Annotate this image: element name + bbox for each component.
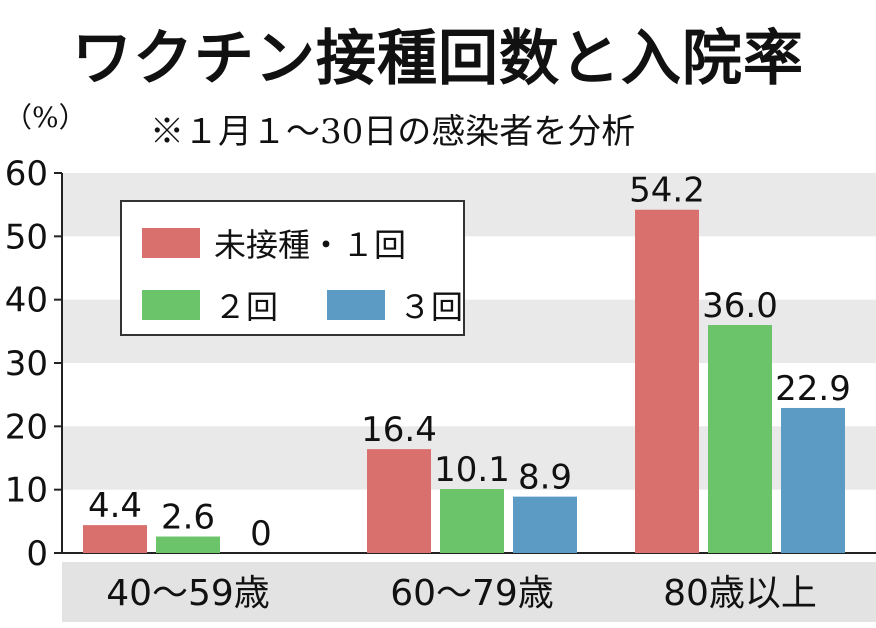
y-tick-label: 60 bbox=[5, 154, 48, 194]
data-label-1-0: 16.4 bbox=[361, 410, 437, 450]
y-axis-unit-label: （%） bbox=[4, 101, 87, 134]
data-label-2-2: 22.9 bbox=[775, 369, 851, 409]
legend-swatch-three-doses bbox=[327, 290, 385, 320]
chart-legend: 未接種・１回 ２回 ３回 bbox=[120, 200, 465, 336]
bar-1-2 bbox=[513, 496, 577, 553]
y-tick-label: 10 bbox=[5, 471, 48, 511]
legend-label-three-doses: ３回 bbox=[399, 288, 464, 326]
data-label-2-0: 54.2 bbox=[629, 171, 705, 211]
y-tick-label: 50 bbox=[5, 217, 48, 257]
bar-1-1 bbox=[440, 489, 504, 553]
data-label-2-1: 36.0 bbox=[702, 286, 778, 326]
legend-label-unvaccinated: 未接種・１回 bbox=[214, 226, 407, 264]
data-label-0-0: 4.4 bbox=[88, 486, 142, 526]
chart-title: ワクチン接種回数と入院率 bbox=[72, 24, 804, 94]
data-label-1-2: 8.9 bbox=[518, 458, 572, 498]
y-tick-label: 30 bbox=[5, 344, 48, 384]
legend-label-two-doses: ２回 bbox=[214, 288, 279, 326]
chart-subtitle: ※１月１～30日の感染者を分析 bbox=[150, 112, 636, 152]
y-tick-label: 0 bbox=[26, 534, 48, 574]
data-label-0-1: 2.6 bbox=[161, 498, 215, 538]
y-tick-label: 20 bbox=[5, 407, 48, 447]
legend-swatch-two-doses bbox=[142, 290, 200, 320]
category-label-1: 60〜79歳 bbox=[390, 573, 554, 614]
bar-2-2 bbox=[781, 407, 845, 553]
bar-0-0 bbox=[83, 525, 147, 553]
category-band bbox=[62, 562, 876, 622]
category-label-2: 80歳以上 bbox=[663, 573, 817, 614]
category-label-0: 40〜59歳 bbox=[106, 573, 270, 614]
bar-1-0 bbox=[367, 449, 431, 553]
legend-item-unvaccinated: 未接種・１回 bbox=[142, 220, 406, 266]
y-tick-label: 40 bbox=[5, 281, 48, 321]
data-label-1-1: 10.1 bbox=[434, 450, 510, 490]
legend-swatch-unvaccinated bbox=[142, 228, 200, 258]
data-label-0-2: 0 bbox=[250, 514, 272, 554]
legend-item-two-doses: ２回 bbox=[142, 282, 278, 328]
bar-2-0 bbox=[635, 209, 699, 553]
bar-0-1 bbox=[156, 536, 220, 553]
legend-item-three-doses: ３回 bbox=[327, 282, 463, 328]
bar-2-1 bbox=[708, 325, 772, 553]
